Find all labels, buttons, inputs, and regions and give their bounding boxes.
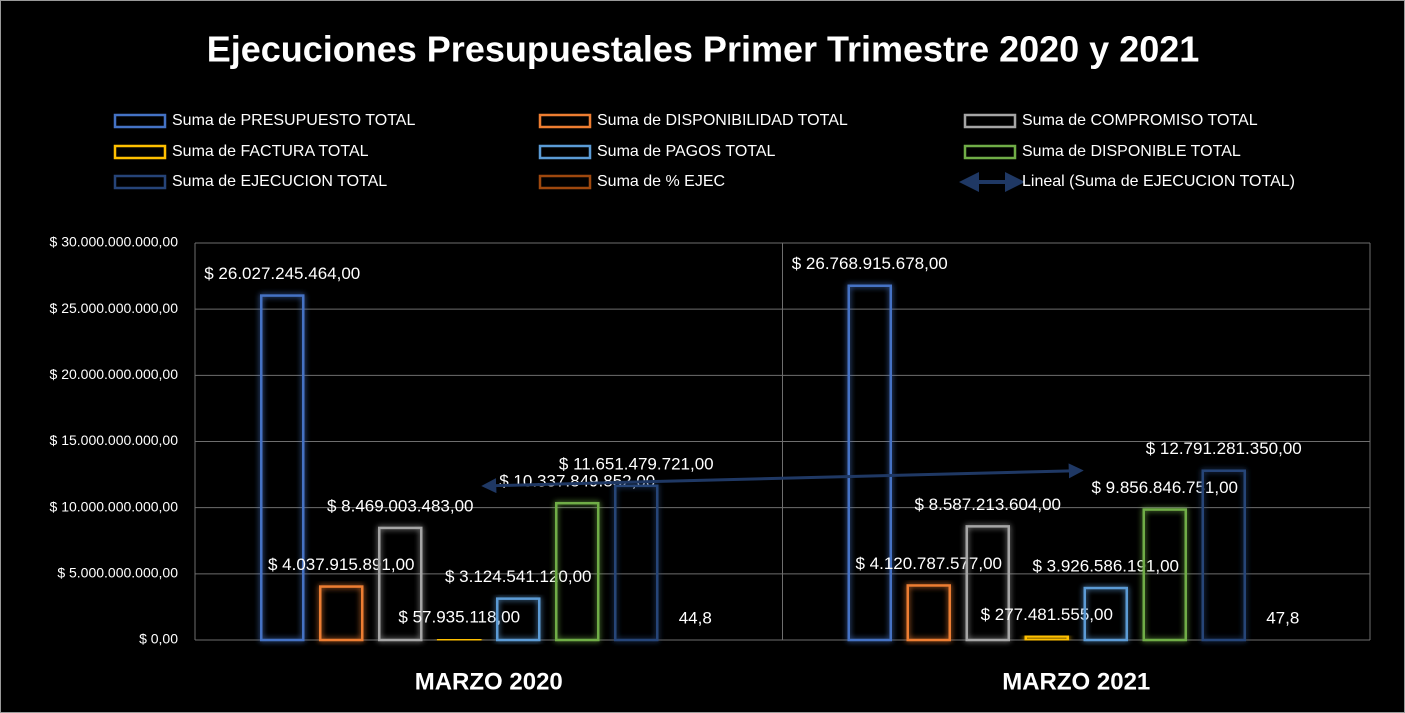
y-tick-label: $ 5.000.000.000,00 <box>57 565 178 581</box>
y-tick-label: $ 10.000.000.000,00 <box>50 498 179 514</box>
bar <box>437 637 482 642</box>
bar <box>847 284 892 642</box>
legend-swatch <box>113 113 167 129</box>
legend-label: Suma de PRESUPUESTO TOTAL <box>172 112 415 129</box>
y-tick-label: $ 15.000.000.000,00 <box>50 432 179 448</box>
data-label: $ 3.926.586.191,00 <box>1032 557 1179 576</box>
bar <box>319 585 364 642</box>
data-label: $ 9.856.846.751,00 <box>1091 478 1238 497</box>
data-label: $ 8.587.213.604,00 <box>914 495 1061 514</box>
data-label: $ 8.469.003.483,00 <box>327 496 474 515</box>
data-label: 47,8 <box>1266 608 1299 627</box>
data-label: $ 12.791.281.350,00 <box>1146 439 1302 458</box>
data-label: $ 11.651.479.721,00 <box>559 454 714 473</box>
legend-label: Suma de EJECUCION TOTAL <box>172 173 387 190</box>
bar <box>378 526 423 642</box>
bar <box>906 584 951 642</box>
x-tick-label: MARZO 2020 <box>415 668 563 695</box>
legend-swatch <box>538 113 592 129</box>
legend-label: Suma de % EJEC <box>597 173 725 190</box>
bar <box>1142 508 1187 642</box>
legend-label: Suma de PAGOS TOTAL <box>597 143 776 160</box>
legend-label: Suma de FACTURA TOTAL <box>172 143 369 160</box>
legend-swatch <box>113 144 167 160</box>
y-tick-label: $ 20.000.000.000,00 <box>50 366 179 382</box>
bar <box>555 501 600 642</box>
legend-swatch <box>113 174 167 190</box>
bar <box>1024 635 1069 642</box>
bar <box>1083 586 1128 642</box>
legend-label: Suma de DISPONIBILIDAD TOTAL <box>597 112 848 129</box>
bar <box>965 525 1010 642</box>
legend-swatch <box>963 144 1017 160</box>
data-label: 44,8 <box>679 608 712 627</box>
y-tick-label: $ 30.000.000.000,00 <box>50 234 179 250</box>
legend-label: Lineal (Suma de EJECUCION TOTAL) <box>1022 173 1295 190</box>
legend-swatch <box>538 144 592 160</box>
bar <box>496 597 541 642</box>
legend-swatch <box>963 113 1017 129</box>
bar <box>1201 469 1246 642</box>
data-label: $ 4.120.787.577,00 <box>855 554 1002 573</box>
legend-swatch <box>538 174 592 190</box>
chart-title: Ejecuciones Presupuestales Primer Trimes… <box>207 29 1200 70</box>
legend-label: Suma de DISPONIBLE TOTAL <box>1022 143 1241 160</box>
trendline <box>481 463 1084 494</box>
x-tick-label: MARZO 2021 <box>1002 668 1150 695</box>
data-label: $ 4.037.915.891,00 <box>268 555 415 574</box>
y-tick-label: $ 0,00 <box>139 631 178 647</box>
data-label: $ 26.768.915.678,00 <box>792 254 948 273</box>
y-tick-label: $ 25.000.000.000,00 <box>50 300 179 316</box>
data-label: $ 3.124.541.120,00 <box>445 567 592 586</box>
data-label: $ 277.481.555,00 <box>981 605 1113 624</box>
bar <box>260 294 305 642</box>
data-label: $ 26.027.245.464,00 <box>204 264 360 283</box>
data-label: $ 57.935.118,00 <box>398 608 520 627</box>
legend-label: Suma de COMPROMISO TOTAL <box>1022 112 1258 129</box>
